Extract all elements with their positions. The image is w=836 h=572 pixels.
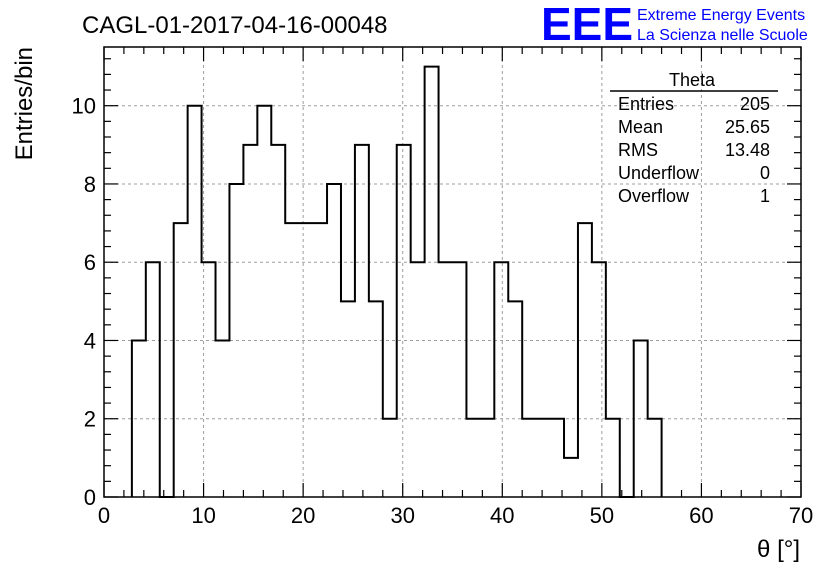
histogram-bin [146, 262, 160, 497]
stats-rows: Entries 205 Mean 25.65 RMS 13.48 Underflow 0 Ove… [618, 94, 770, 206]
histogram-bin [466, 419, 480, 497]
histogram-bin [188, 106, 202, 497]
x-tick-label: 10 [191, 503, 215, 528]
chart-title: CAGL-01-2017-04-16-00048 [82, 12, 388, 39]
stats-label: Mean [618, 117, 663, 137]
histogram-bin [243, 145, 257, 497]
histogram-bin [494, 262, 508, 497]
histogram-bin [299, 223, 313, 497]
histogram-bin [313, 223, 327, 497]
stats-label: Overflow [618, 186, 690, 206]
x-tick-labels: 0 10 20 30 40 50 60 70 [98, 503, 813, 528]
histogram-bin [257, 106, 271, 497]
histogram-bin [453, 262, 467, 497]
stats-title: Theta [669, 70, 716, 90]
logo-line-2: La Scienza nelle Scuole [637, 27, 808, 44]
histogram-bin [508, 301, 522, 497]
histogram-bin [648, 419, 662, 497]
histogram-bin [550, 419, 564, 497]
histogram-bin [536, 419, 550, 497]
stats-value: 0 [760, 163, 770, 183]
stats-value: 25.65 [725, 117, 770, 137]
logo-line-1: Extreme Energy Events [637, 7, 805, 24]
x-tick-label: 30 [390, 503, 414, 528]
histogram-bin [397, 145, 411, 497]
y-tick-label: 6 [84, 250, 96, 275]
histogram-bin [341, 301, 355, 497]
x-tick-label: 70 [789, 503, 813, 528]
histogram-bin [271, 145, 285, 497]
y-tick-label: 8 [84, 172, 96, 197]
y-axis-title: Entries/bin [11, 47, 38, 160]
histogram-outline [130, 65, 663, 498]
histogram-bin [383, 419, 397, 497]
x-tick-label: 0 [98, 503, 110, 528]
stats-label: RMS [618, 140, 658, 160]
histogram-bin [425, 67, 439, 497]
x-tick-label: 60 [689, 503, 713, 528]
y-tick-labels: 0 2 4 6 8 10 [72, 94, 96, 510]
y-tick-label: 4 [84, 328, 96, 353]
stats-label: Entries [618, 94, 674, 114]
histogram-bin [174, 223, 188, 497]
histogram-bin [355, 145, 369, 497]
gridlines [104, 47, 801, 497]
histogram-bin [439, 262, 453, 497]
stats-value: 13.48 [725, 140, 770, 160]
y-tick-label: 2 [84, 407, 96, 432]
eee-logo: EEE Extreme Energy Events La Scienza nel… [541, 0, 808, 50]
histogram-bin [285, 223, 299, 497]
histogram-bin [411, 262, 425, 497]
stats-label: Underflow [618, 163, 700, 183]
y-tick-label: 10 [72, 94, 96, 119]
axis-ticks [103, 47, 802, 498]
plot-frame [103, 46, 802, 498]
logo-letters: EEE [541, 0, 633, 50]
histogram-bin [480, 419, 494, 497]
x-axis-title: θ [°] [757, 536, 800, 563]
stats-value: 205 [740, 94, 770, 114]
histogram-bin [578, 223, 592, 497]
x-tick-label: 50 [590, 503, 614, 528]
y-tick-label: 0 [84, 485, 96, 510]
stats-box: Theta Entries 205 Mean 25.65 RMS 13.48 Underfl… [610, 70, 778, 206]
histogram-bin [522, 419, 536, 497]
histogram-bin [369, 301, 383, 497]
stats-value: 1 [760, 186, 770, 206]
histogram-bin [592, 262, 606, 497]
histogram-bin [216, 340, 230, 497]
x-tick-label: 20 [291, 503, 315, 528]
histogram-bin [132, 340, 146, 497]
histogram-bin [564, 458, 578, 497]
x-tick-label: 40 [490, 503, 514, 528]
histogram-bin [606, 419, 620, 497]
